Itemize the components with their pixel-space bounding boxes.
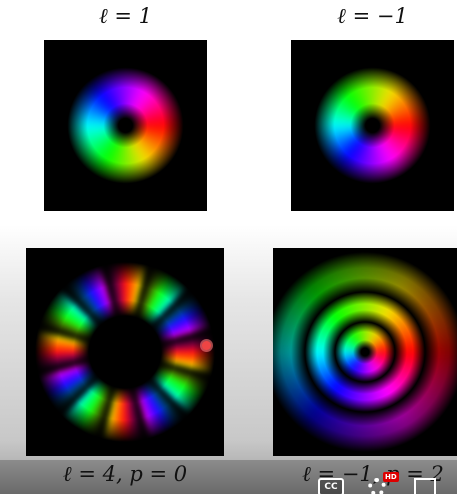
miniplayer-button[interactable] [414,478,436,494]
panel-label: ℓ = −1 [337,4,408,28]
quality-badge: HD [383,472,399,482]
beam-image [44,40,207,211]
panel-label: ℓ = 4, p = 0 [62,462,188,486]
beam-image [26,248,224,456]
cursor [202,341,211,350]
captions-button[interactable]: CC [318,478,344,494]
panel-label: ℓ = 1 [98,4,153,28]
settings-button[interactable] [368,478,386,494]
beam-image [273,248,457,456]
beam-image [291,40,454,211]
